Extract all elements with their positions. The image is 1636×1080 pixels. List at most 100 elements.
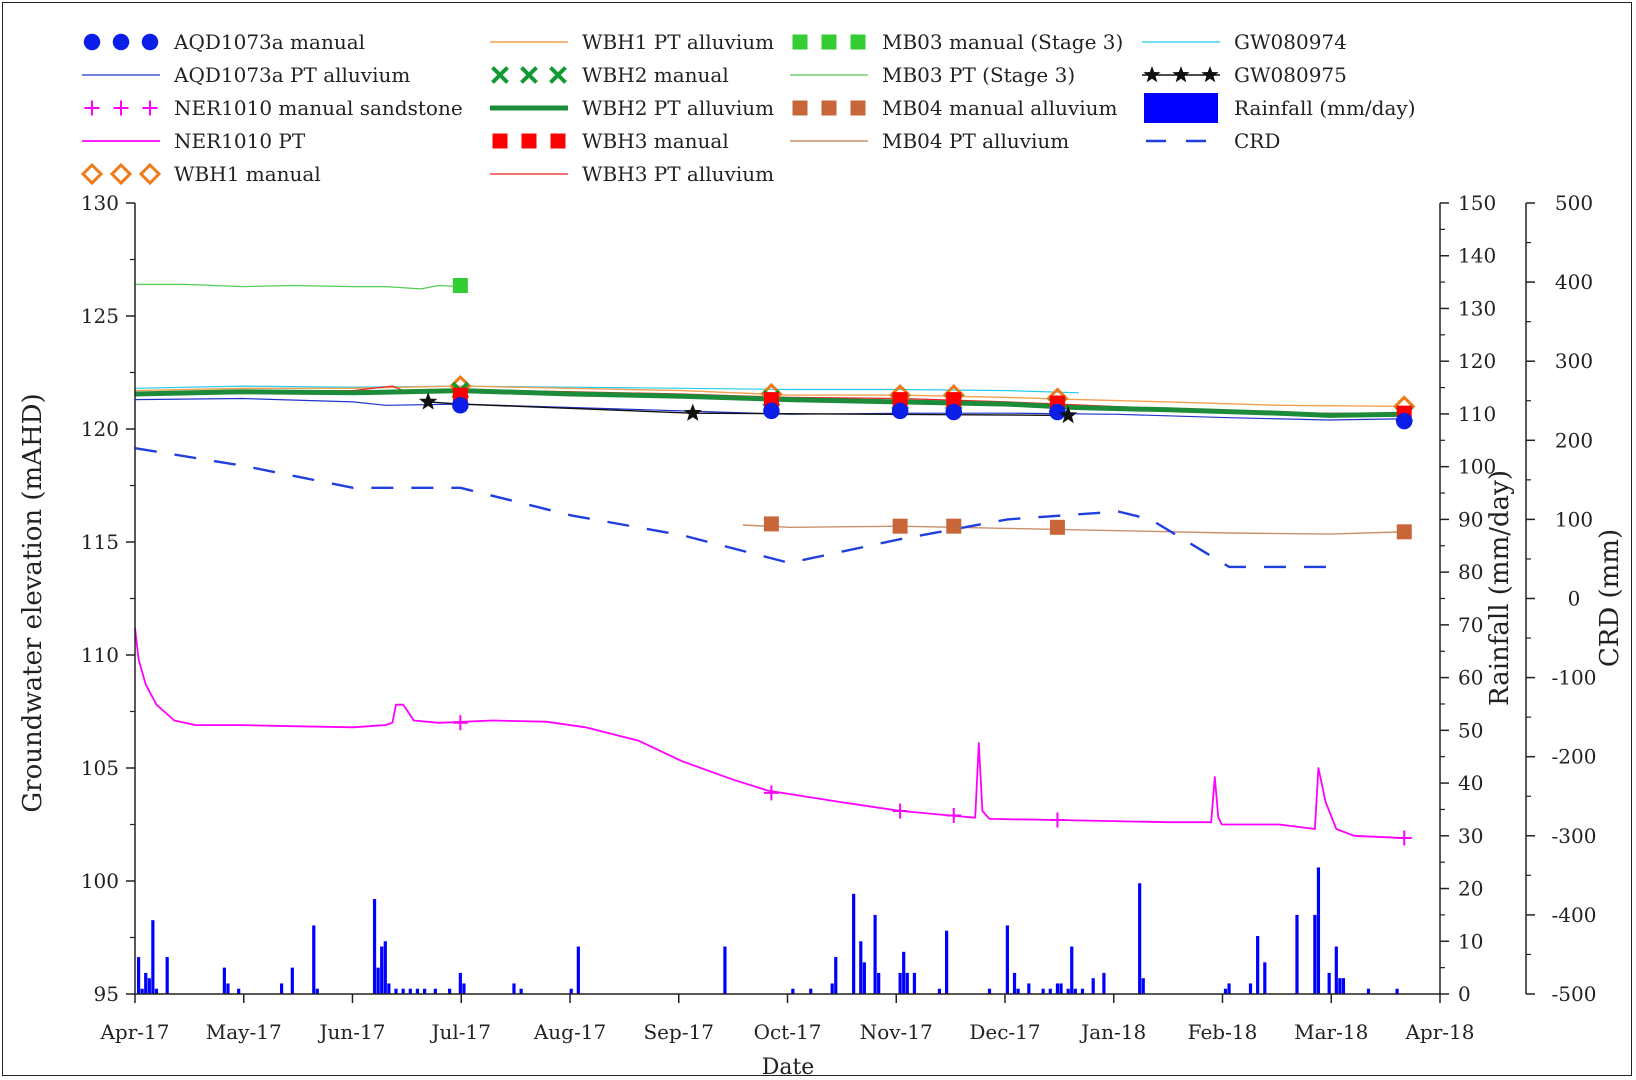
marker-ner_man-4 <box>1049 812 1065 828</box>
rainfall-bar-64 <box>1141 978 1145 994</box>
legend-entry-mb03_man: MB03 manual (Stage 3) <box>792 30 1123 54</box>
legend-entry-wbh1_man: WBH1 manual <box>80 162 321 186</box>
legend-marker-wbh2_man-2 <box>549 66 567 84</box>
rainfall-bar-18 <box>387 983 391 994</box>
rainfall-bar-48 <box>987 988 992 994</box>
rainfall-bar-61 <box>1091 978 1095 994</box>
y3-tick-label-7: 200 <box>1555 428 1593 452</box>
rainfall-bar-72 <box>1316 867 1321 994</box>
rainfall-bar-39 <box>862 962 866 994</box>
marker-wbh3_man-1 <box>763 392 779 408</box>
x-tick-label-5: Sep-17 <box>643 1020 714 1044</box>
series-markers-aqd_man <box>452 397 1413 430</box>
marker-mb04_man-3 <box>1049 519 1065 535</box>
legend-entry-wbh3_pt: WBH3 PT alluvium <box>490 162 774 186</box>
rainfall-bar-20 <box>401 988 405 994</box>
rainfall-bar-32 <box>723 946 727 994</box>
series-line-wbh1_pt <box>134 385 1405 408</box>
y2-tick-label-7: 70 <box>1458 613 1483 637</box>
marker-ner_man-0 <box>452 715 468 731</box>
rainfall-bar-14 <box>372 899 377 994</box>
rainfall-bar-41 <box>877 972 881 994</box>
marker-aqd_man-4 <box>1049 403 1066 421</box>
legend-label-aqd_man: AQD1073a manual <box>173 30 365 54</box>
x-tick-label-7: Nov-17 <box>860 1020 933 1044</box>
marker-ner_man-3 <box>946 807 962 823</box>
rainfall-bar-2 <box>144 972 148 994</box>
rainfall-bar-34 <box>809 988 813 994</box>
y-axis-label: Groundwater elevation (mAHD) <box>18 393 48 812</box>
legend-marker-mb04_man-1 <box>821 100 837 116</box>
rainfall-bar-70 <box>1295 914 1299 994</box>
rainfall-bar-25 <box>448 988 452 994</box>
rainfall-bar-6 <box>165 957 169 994</box>
y2-tick-label-8: 80 <box>1458 560 1483 584</box>
legend-entry-wbh2_man: WBH2 manual <box>491 63 729 87</box>
marker-ner_man-2 <box>892 803 908 819</box>
rainfall-bar-5 <box>154 988 159 994</box>
rainfall-bar-71 <box>1313 914 1317 994</box>
legend-marker-wbh1_man-0 <box>80 162 104 186</box>
marker-aqd_man-0 <box>452 397 469 414</box>
marker-ner_man-5 <box>1396 830 1412 846</box>
legend-marker-gw975-2 <box>1201 66 1219 83</box>
rainfall-bar-65 <box>1223 988 1228 994</box>
marker-wbh3_man-3 <box>946 392 962 408</box>
rainfall-bar-63 <box>1138 883 1142 994</box>
legend-label-crd: CRD <box>1234 129 1280 153</box>
rainfall-bar-47 <box>945 930 949 994</box>
marker-mb04_man-0 <box>763 516 779 532</box>
y-tick-label-2: 105 <box>81 756 119 780</box>
legend-entry-gw974: GW080974 <box>1142 30 1347 54</box>
series-line-gw975 <box>428 401 1069 417</box>
x-tick-label-2: Jun-17 <box>318 1020 386 1044</box>
y2-tick-label-13: 130 <box>1458 296 1496 320</box>
legend-entry-rain: Rainfall (mm/day) <box>1144 93 1416 123</box>
series-markers-mb04_man <box>763 516 1412 540</box>
legend-label-wbh2_man: WBH2 manual <box>582 63 729 87</box>
y2-tick-label-11: 110 <box>1458 402 1496 426</box>
legend-label-mb03_pt: MB03 PT (Stage 3) <box>882 63 1075 87</box>
y-tick-label-3: 110 <box>81 643 119 667</box>
legend-marker-mb04_man-2 <box>850 100 866 116</box>
marker-mb03_man-0 <box>452 277 468 293</box>
series-line-ner_pt <box>134 627 1405 839</box>
rainfall-bar-49 <box>1005 925 1009 994</box>
x-axis-label: Date <box>762 1055 815 1080</box>
rainfall-bar-60 <box>1080 988 1085 994</box>
rainfall-bar-11 <box>290 967 294 994</box>
legend-marker-ner_man-1 <box>113 100 129 116</box>
marker-mb04_man-2 <box>946 518 962 534</box>
legend-label-gw975: GW080975 <box>1234 63 1347 87</box>
x-tick-label-6: Oct-17 <box>754 1020 822 1044</box>
legend-marker-wbh1_man-2 <box>138 162 162 186</box>
rainfall-bar-31 <box>576 946 580 994</box>
rainfall-bar-38 <box>859 941 863 994</box>
rainfall-bar-53 <box>1041 988 1045 994</box>
y3-tick-label-5: 0 <box>1568 587 1581 611</box>
rainfall-bar-16 <box>380 946 384 994</box>
rainfall-bar-7 <box>222 967 226 994</box>
legend-marker-mb04_man-0 <box>792 100 808 116</box>
legend-label-mb04_man: MB04 manual alluvium <box>882 96 1117 120</box>
marker-aqd_man-2 <box>891 402 909 420</box>
legend-label-mb04_pt: MB04 PT alluvium <box>882 129 1069 153</box>
legend-entry-wbh2_pt: WBH2 PT alluvium <box>490 96 774 120</box>
plot-area <box>134 277 1416 994</box>
legend-marker-wbh2_man-0 <box>491 66 509 84</box>
rainfall-bar-36 <box>834 957 838 994</box>
rainfall-bar-68 <box>1256 935 1260 994</box>
rainfall-bar-17 <box>383 941 387 994</box>
y3-tick-label-0: -500 <box>1552 982 1597 1006</box>
rainfall-bar-69 <box>1263 962 1267 994</box>
rainfall-bar-4 <box>151 920 155 994</box>
y3-tick-label-8: 300 <box>1555 349 1593 373</box>
legend-marker-wbh3_man-2 <box>550 133 566 149</box>
x-tick-label-0: Apr-17 <box>99 1020 169 1044</box>
legend-marker-wbh3_man-1 <box>521 133 537 149</box>
legend-marker-aqd_man-2 <box>141 33 159 51</box>
rainfall-bar-28 <box>512 983 516 994</box>
